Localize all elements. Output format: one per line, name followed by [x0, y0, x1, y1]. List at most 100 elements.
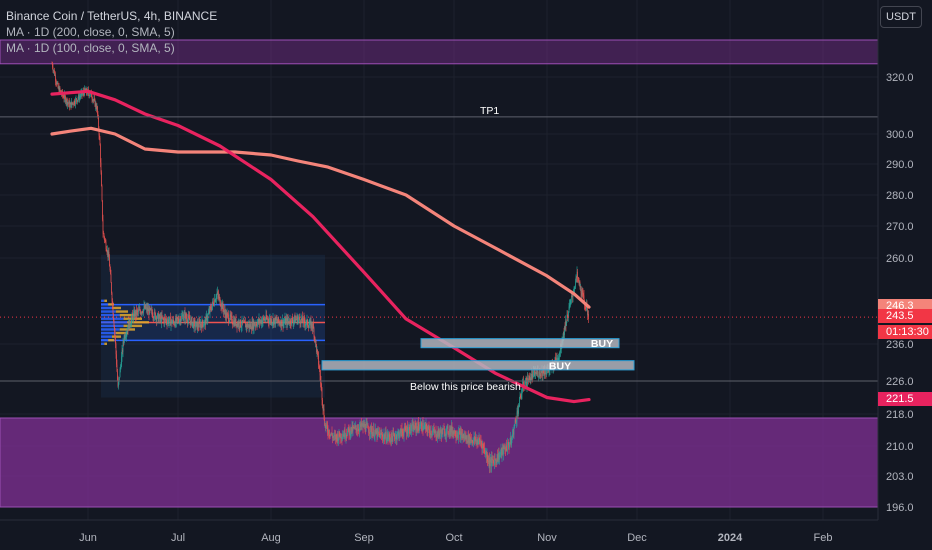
y-tick-label: 320.0 [886, 72, 914, 84]
candle-body [578, 277, 579, 279]
candle-body [189, 320, 191, 322]
candle-body [146, 306, 148, 311]
candle-body [445, 433, 446, 436]
candle-body [79, 96, 80, 100]
candle-body [242, 321, 244, 323]
candle-body [218, 294, 219, 298]
candle-body [574, 287, 576, 289]
candle-body [240, 319, 241, 327]
candle-body [246, 323, 248, 328]
candle-body [121, 356, 122, 367]
candle-body [132, 313, 133, 316]
indicator-ma200-label[interactable]: MA · 1D (200, close, 0, SMA, 5) [6, 25, 175, 39]
time-axis-bg [0, 520, 932, 550]
candle-body [278, 321, 280, 322]
candle-body [183, 317, 184, 321]
candle-body [427, 430, 428, 433]
candle-body [336, 434, 337, 437]
candle-body [448, 433, 449, 435]
candle-body [533, 371, 534, 373]
candle-body [83, 93, 85, 96]
candle-body [63, 98, 65, 99]
profile-bar-sell [112, 306, 121, 310]
candle-body [65, 96, 66, 103]
candle-body [257, 322, 258, 327]
candle-body [467, 434, 469, 443]
candle-body [279, 323, 281, 325]
candle-body [418, 422, 419, 427]
currency-button[interactable]: USDT [880, 6, 922, 28]
candle-body [559, 352, 560, 357]
candle-body [298, 318, 299, 320]
candle-body [391, 432, 392, 443]
candle-body [492, 458, 494, 461]
candle-body [515, 420, 516, 421]
candle-body [168, 319, 169, 324]
candle-body [475, 440, 477, 442]
candle-body [321, 388, 323, 401]
candle-body [463, 436, 465, 439]
candle-body [331, 432, 333, 436]
candle-body [585, 309, 587, 310]
candle-body [503, 446, 504, 455]
candle-body [172, 319, 174, 323]
candle-body [474, 436, 476, 441]
candle-body [202, 323, 204, 327]
candle-body [222, 303, 224, 309]
time-axis: Jun Jul Aug Sep Oct Nov Dec 2024 Feb [0, 519, 932, 550]
candle-body [543, 373, 545, 375]
candle-body [107, 250, 108, 253]
candle-body [251, 322, 253, 330]
candle-body [134, 311, 136, 318]
candle-body [477, 440, 478, 444]
candle-body [210, 307, 211, 308]
candle-body [399, 435, 400, 438]
candle-body [175, 318, 176, 327]
candle-body [347, 427, 349, 432]
candle-body [324, 418, 325, 426]
candle-body [68, 101, 70, 104]
candle-body [235, 319, 237, 326]
candle-body [433, 429, 434, 432]
candle-body [487, 454, 488, 462]
candle-body [288, 320, 289, 322]
candle-body [388, 437, 389, 439]
candle-body [253, 322, 255, 329]
candle-body [390, 439, 392, 443]
candle-body [359, 423, 361, 428]
candle-body [521, 390, 523, 395]
x-tick-label: Feb [814, 532, 833, 544]
candle-body [229, 320, 230, 322]
candle-body [292, 321, 294, 324]
candle-body [499, 454, 500, 460]
candle-body [568, 306, 570, 313]
candle-body [66, 98, 68, 105]
candle-body [533, 370, 535, 372]
candle-body [341, 438, 342, 439]
candle-body [126, 331, 128, 334]
candle-body [150, 308, 152, 310]
candle-body [430, 430, 432, 435]
candle-body [402, 432, 404, 435]
symbol-title: Binance Coin / TetherUS, 4h, BINANCE [6, 9, 218, 23]
candle-body [98, 127, 100, 136]
candle-body [208, 312, 209, 315]
candle-body [506, 445, 507, 451]
candle-body [395, 434, 397, 437]
candle-body [566, 321, 567, 326]
indicator-ma100-label[interactable]: MA · 1D (100, close, 0, SMA, 5) [6, 41, 175, 55]
candle-body [261, 320, 262, 324]
candle-body [256, 323, 257, 326]
candle-body [300, 318, 302, 325]
candle-body [481, 442, 482, 444]
candle-body [406, 426, 408, 434]
candle-body [288, 320, 290, 324]
candle-body [580, 286, 581, 287]
candle-body [212, 301, 213, 306]
candle-body [290, 323, 292, 325]
candle-body [436, 437, 437, 439]
candle-body [491, 457, 492, 466]
candle-body [564, 326, 566, 329]
candle-body [356, 430, 358, 432]
